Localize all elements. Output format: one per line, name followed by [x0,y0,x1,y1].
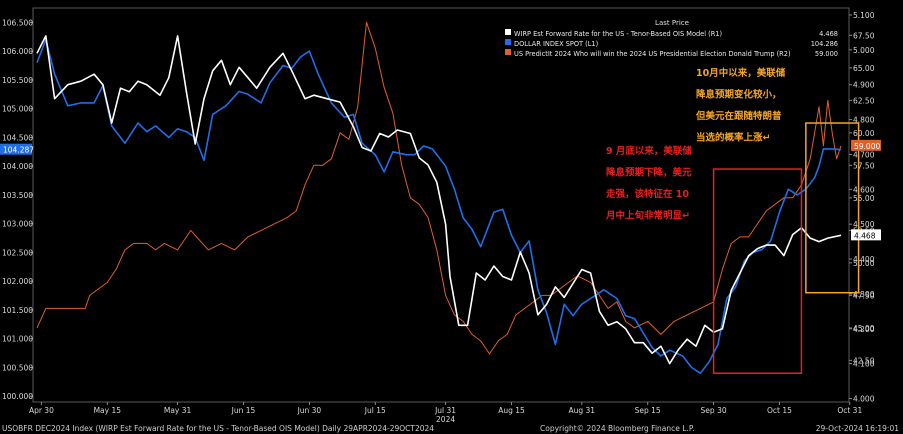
series-line [36,21,842,355]
right-pct-tick-label: 50.00 [853,259,875,268]
legend-swatch [505,29,511,35]
left-axis-tick-label: 103.000 [2,220,33,229]
annotation-oct-line: 降息预期变化较小， [696,89,782,101]
last-value-tag-label: 4.468 [854,231,876,240]
x-axis-tick-label: Oct 31 [837,406,862,415]
last-value-tag-bg [851,229,881,241]
legend-title: Last Price [655,19,689,27]
left-axis-tick-label: 106.000 [2,47,33,56]
left-axis-tick-label: 100.000 [2,392,33,401]
annotation-oct-line: 但美元在跟随特朗普 [695,110,782,122]
right-pct-tick-label: 60.00 [853,129,875,138]
left-axis-tick-label: 104.500 [2,133,33,142]
right-pct-tick-label: 65.00 [853,64,875,73]
x-axis-tick-label: Sep 30 [701,406,727,415]
legend-entry-value: 59.000 [815,50,838,58]
right-pct-tick-label: 62.50 [853,96,875,105]
x-axis-tick-label: Aug 15 [498,406,525,415]
legend-entry-value: 104.286 [811,40,838,48]
right-rate-tick-label: 4.000 [853,395,875,404]
series-line [36,35,842,365]
right-rate-tick-label: 4.500 [853,220,875,229]
x-axis-tick-label: Jul 31 [434,406,456,415]
right-rate-tick-label: 4.100 [853,360,875,369]
right-pct-tick-label: 45.00 [853,324,875,333]
right-rate-tick-label: 4.700 [853,150,875,159]
footer-left: USOBFR DEC2024 Index (WIRP Est Forward R… [2,424,435,433]
right-rate-tick-label: 5.000 [853,46,875,55]
left-axis-tick-label: 105.500 [2,76,33,85]
right-rate-tick-label: 4.800 [853,116,875,125]
right-pct-tick-label: 55.00 [853,194,875,203]
footer-copyright: Copyright© 2024 Bloomberg Finance L.P. [540,424,695,433]
annotation-oct-line: 当选的概率上涨↵ [696,132,770,144]
left-axis-tick-label: 101.500 [2,306,33,315]
right-rate-tick-label: 5.100 [853,11,875,20]
x-axis-year-label: 2024 [436,415,455,424]
plot-frame [32,7,850,403]
annotation-sep-line: 降息预期下降，美元 [606,167,692,179]
footer-timestamp: 29-Oct-2024 16:19:01 [815,424,899,433]
right-pct-tick-label: 47.50 [853,291,875,300]
right-pct-tick-label: 67.50 [853,31,875,40]
x-axis-tick-label: May 31 [164,406,192,415]
last-value-tag-bg [0,143,32,155]
x-axis-tick-label: May 15 [94,406,122,415]
right-rate-tick-label: 4.200 [853,325,875,334]
last-value-tag-bg [851,139,881,151]
x-axis-tick-label: Aug 31 [568,406,595,415]
left-axis-tick-label: 106.500 [2,18,33,27]
legend-entry-label: WIRP Est Forward Rate for the US - Tenor… [514,30,722,38]
left-axis-tick-label: 100.500 [2,363,33,372]
right-rate-tick-label: 4.300 [853,290,875,299]
annotation-oct-line: 10月中以来，美联储 [696,67,786,79]
left-axis-tick-label: 102.000 [2,277,33,286]
left-axis-tick-label: 104.000 [2,162,33,171]
highlight-box-sep [712,168,803,374]
x-axis-tick-label: Apr 30 [29,406,54,415]
right-pct-tick-label: 57.50 [853,161,875,170]
x-axis-tick-label: Jul 15 [364,406,386,415]
legend-swatch [505,39,511,45]
legend-background [502,17,843,60]
x-axis-tick-label: Jun 15 [231,406,256,415]
legend-entry-value: 4.468 [819,30,838,38]
x-axis-tick-label: Jun 30 [297,406,322,415]
last-value-tag-label: 104.287 [3,146,34,155]
left-axis-tick-label: 102.500 [2,248,33,257]
legend-entry-label: US PredictIt 2024 Who will win the 2024 … [514,50,791,58]
left-axis-tick-label: 101.000 [2,335,33,344]
highlight-box-oct [805,122,860,294]
series-line [36,38,842,374]
left-axis-tick-label: 105.000 [2,105,33,114]
left-axis-tick-label: 103.500 [2,191,33,200]
x-axis-tick-label: Sep 15 [635,406,661,415]
right-rate-tick-label: 4.900 [853,81,875,90]
last-value-tag-label: 59.000 [854,142,880,151]
annotation-sep-line: 月中上旬非常明显↵ [605,210,690,222]
annotation-sep-line: 走强，该特征在 10 [605,188,689,200]
right-rate-tick-label: 4.600 [853,185,875,194]
right-rate-tick-label: 4.400 [853,255,875,264]
legend-entry-label: DOLLAR INDEX SPOT (L1) [514,40,598,48]
annotation-sep-line: 9 月底以来，美联储 [606,145,692,157]
legend-swatch [505,49,511,55]
right-pct-tick-label: 42.50 [853,356,875,365]
x-axis-tick-label: Oct 15 [767,406,792,415]
